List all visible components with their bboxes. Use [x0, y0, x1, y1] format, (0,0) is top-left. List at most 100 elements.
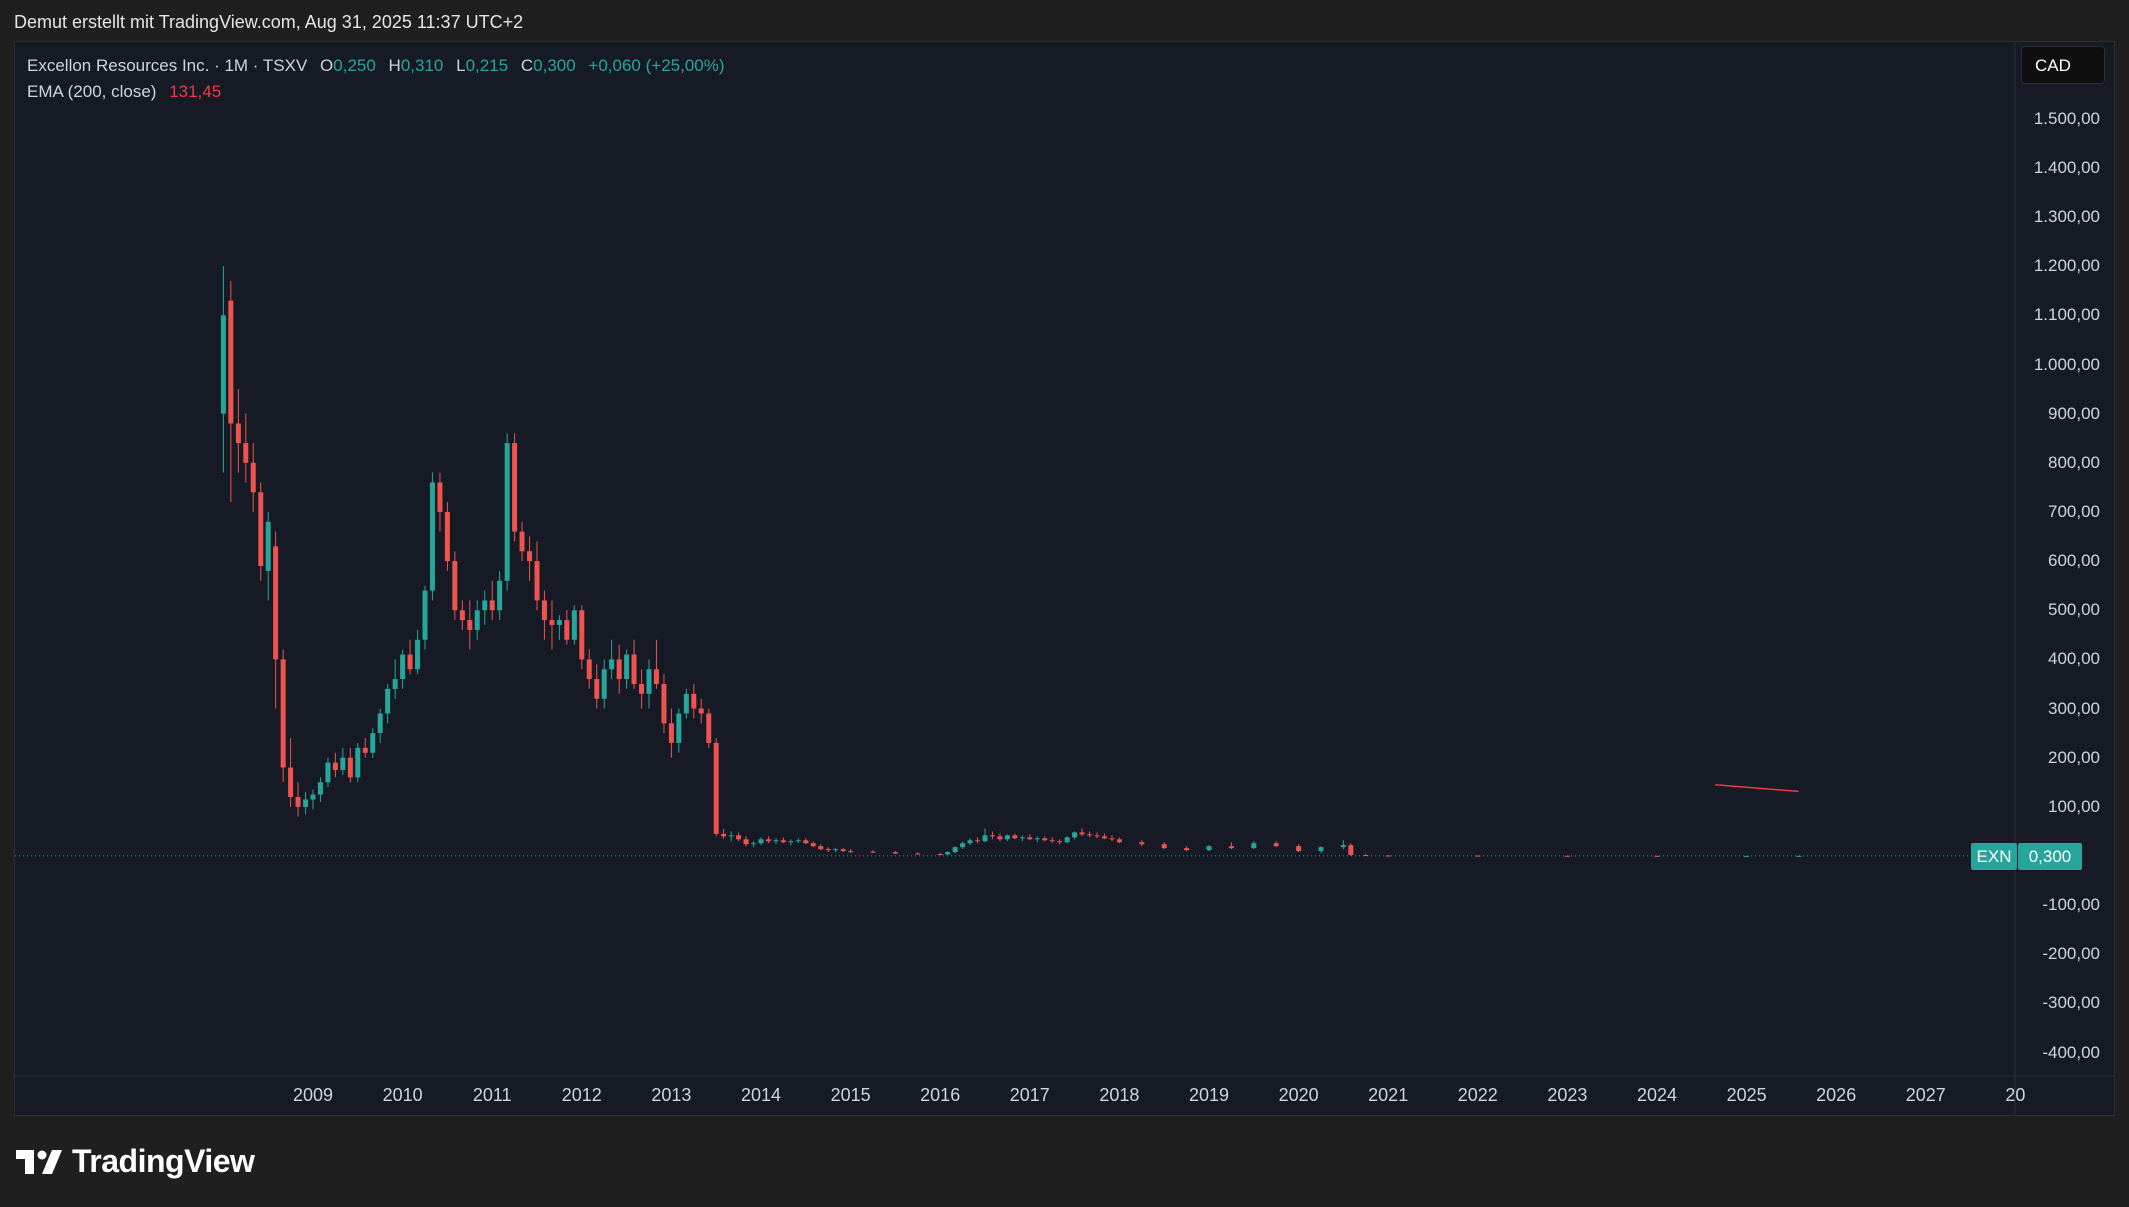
candle-body — [579, 610, 585, 660]
candle-body — [1109, 838, 1115, 840]
candle-body — [235, 423, 241, 444]
price-tick-label: 1.400,00 — [2033, 157, 2100, 177]
candle-body — [1094, 835, 1100, 837]
candle-body — [639, 683, 645, 694]
candle-body — [504, 443, 510, 581]
candle-body — [960, 843, 966, 848]
candle-body — [1273, 843, 1279, 847]
candle-body — [721, 833, 727, 837]
candle-body — [310, 794, 316, 800]
low-value: 0,215 — [465, 56, 509, 75]
time-tick-label: 2015 — [830, 1085, 871, 1105]
candle-body — [975, 840, 981, 842]
time-tick-label: 2025 — [1726, 1085, 1767, 1105]
candle-body — [1161, 844, 1167, 849]
candle-body — [1049, 840, 1055, 842]
candle-body — [586, 659, 592, 680]
time-tick-label: 2010 — [382, 1085, 423, 1105]
candle-body — [332, 762, 338, 770]
candle-body — [220, 315, 226, 414]
candle-body — [848, 851, 854, 853]
candle-body — [997, 836, 1003, 840]
candle-body — [1206, 846, 1212, 851]
candle-body — [751, 843, 757, 845]
ema-legend-row[interactable]: EMA (200, close) 131,45 — [27, 79, 725, 105]
candle-body — [833, 849, 839, 851]
candle-body — [556, 620, 562, 625]
candle-body — [467, 620, 473, 630]
candle-body — [676, 713, 682, 743]
candle-body — [1019, 837, 1025, 839]
candle-body — [243, 443, 249, 463]
price-tick-label: -300,00 — [2042, 993, 2100, 1013]
price-tick-label: 1.300,00 — [2033, 207, 2100, 227]
candle-body — [758, 839, 764, 844]
close-value: 0,300 — [533, 56, 576, 75]
last-price-tag: 0,300 — [2018, 843, 2082, 870]
time-tick-label: 20 — [2005, 1085, 2026, 1105]
candle-body — [1184, 848, 1190, 851]
candle-body — [1064, 837, 1070, 843]
price-tick-label: -200,00 — [2042, 944, 2100, 964]
candle-body — [646, 669, 652, 694]
candle-body — [250, 462, 256, 493]
candle-body — [444, 511, 450, 562]
chart-frame[interactable] — [14, 41, 2115, 1116]
candle-body — [1139, 842, 1145, 845]
candle-body — [355, 747, 361, 778]
candle-body — [377, 713, 383, 734]
candle-body — [265, 521, 271, 571]
time-tick-label: 2014 — [740, 1085, 782, 1105]
price-tick-label: 800,00 — [2048, 452, 2100, 472]
high-label: H — [388, 56, 401, 75]
candle-body — [474, 610, 480, 630]
candle-body — [415, 639, 421, 670]
candle-body — [527, 551, 533, 562]
time-tick-label: 2027 — [1905, 1085, 1946, 1105]
symbol-label[interactable]: Excellon Resources Inc. · 1M · TSXV — [27, 56, 308, 75]
candle-body — [482, 600, 488, 611]
time-tick-label: 2022 — [1457, 1085, 1498, 1105]
candle-body — [668, 723, 674, 743]
candle-body — [653, 669, 659, 684]
low-label: L — [456, 56, 466, 75]
candle-body — [594, 679, 600, 699]
candle-body — [982, 835, 988, 842]
candle-body — [258, 492, 264, 567]
candle-body — [1027, 837, 1033, 840]
tradingview-logo-text: TradingView — [72, 1143, 255, 1179]
candle-body — [1072, 832, 1078, 838]
time-tick-label: 2019 — [1188, 1085, 1230, 1105]
candle-body — [1796, 855, 1802, 857]
candle-body — [549, 620, 555, 625]
candle-body — [1564, 855, 1570, 857]
candle-body — [892, 852, 898, 854]
candle-body — [967, 840, 973, 844]
candle-body — [1318, 847, 1324, 852]
time-tick-label: 2009 — [292, 1085, 334, 1105]
candle-body — [452, 561, 458, 611]
candle-body — [870, 851, 876, 853]
candle-body — [810, 843, 816, 847]
price-tick-label: 900,00 — [2048, 403, 2100, 423]
time-tick-label: 2024 — [1636, 1085, 1678, 1105]
price-tick-label: 700,00 — [2048, 501, 2100, 521]
price-tick-label: -400,00 — [2042, 1042, 2100, 1062]
candle-body — [1296, 846, 1302, 852]
candle-body — [437, 482, 443, 512]
candle-body — [1057, 841, 1063, 843]
candle-body — [1744, 855, 1750, 857]
candle-body — [407, 654, 413, 670]
currency-button[interactable]: CAD — [2021, 46, 2105, 84]
tradingview-logo[interactable]: TradingView — [16, 1143, 255, 1180]
time-tick-label: 2020 — [1278, 1085, 1319, 1105]
ema-line — [1715, 783, 1799, 793]
candle-body — [743, 839, 749, 845]
candle-body — [1228, 846, 1234, 849]
candle-body — [713, 742, 719, 834]
candle-body — [706, 713, 712, 743]
candle-body — [519, 531, 525, 552]
candle-body — [347, 757, 353, 778]
candle-body — [937, 854, 943, 856]
